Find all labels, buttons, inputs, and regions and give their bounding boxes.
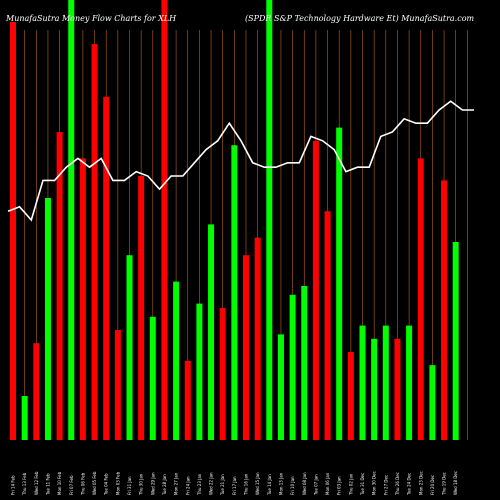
bar (33, 343, 40, 440)
bar (138, 176, 145, 440)
x-tick-label: Wed 18 Dec (453, 471, 458, 495)
bar (347, 352, 354, 440)
x-tick-label: Tue 28 Jan (162, 474, 167, 496)
bar (21, 396, 28, 440)
x-tick-label: Mon 10 Feb (57, 471, 62, 495)
bar (149, 316, 156, 440)
x-tick-labels: Fri 14 Feb Thu 13 Feb Wed 12 Feb Tue 11 Feb… (11, 471, 459, 496)
x-tick-label: Tue 24 Dec (407, 473, 412, 496)
x-tick-label: Fri 14 Feb (11, 475, 16, 495)
bar (231, 145, 238, 440)
x-tick-label: Fri 07 Feb (69, 475, 74, 495)
x-tick-label: Tue 21 Jan (220, 474, 225, 496)
bar (196, 303, 203, 440)
x-tick-label: Fri 10 Jan (290, 476, 295, 495)
bar (312, 140, 319, 441)
x-tick-label: Thu 16 Jan (244, 473, 249, 496)
bar (452, 242, 459, 440)
bar (91, 44, 98, 440)
bar (243, 255, 249, 440)
bar (68, 0, 75, 440)
x-tick-label: Wed 22 Jan (209, 472, 214, 495)
bar-series (10, 0, 459, 441)
bar (266, 0, 273, 440)
bar (371, 338, 378, 440)
x-tick-label: Fri 31 Jan (127, 476, 132, 495)
bar (208, 224, 215, 440)
x-tick-label: Thu 30 Jan (139, 473, 144, 496)
bar (441, 180, 448, 440)
bar (184, 360, 191, 440)
x-tick-label: Mon 13 Jan (278, 472, 283, 495)
bar (103, 96, 110, 441)
bar (10, 22, 16, 440)
bar (277, 334, 284, 440)
bar (382, 325, 389, 440)
x-tick-label: Thu 06 Feb (80, 472, 85, 496)
x-tick-label: Wed 08 Jan (302, 472, 307, 495)
bar (429, 365, 436, 440)
bar (161, 0, 168, 440)
x-tick-label: Mon 03 Feb (115, 471, 120, 495)
bar (114, 330, 121, 440)
bar (56, 132, 63, 440)
x-tick-label: Thu 19 Dec (442, 472, 447, 496)
price-line-path (7, 100, 474, 222)
x-tick-label: Thu 02 Jan (348, 473, 353, 496)
x-tick-label: Fri 17 Jan (232, 476, 237, 495)
x-tick-label: Mon 23 Dec (418, 471, 423, 495)
bar (219, 308, 226, 440)
x-tick-label: Fri 27 Dec (383, 475, 388, 495)
bar (254, 237, 261, 440)
price-line (7, 100, 474, 222)
x-tick-label: Wed 29 Jan (150, 472, 155, 495)
chart-title-left: MunafaSutra Money Flow Charts for XLH (5, 14, 177, 23)
x-tick-label: Tue 31 Dec (360, 473, 365, 496)
bar (44, 198, 51, 440)
x-tick-label: Thu 23 Jan (197, 473, 202, 496)
bar (289, 294, 296, 440)
x-tick-label: Fri 20 Dec (430, 475, 435, 495)
x-tick-label: Mon 30 Dec (372, 471, 377, 495)
x-tick-label: Tue 14 Jan (267, 474, 272, 496)
bar (359, 325, 366, 440)
x-tick-label: Fri 24 Jan (185, 476, 190, 495)
bar (336, 127, 343, 440)
x-tick-label: Fri 03 Jan (337, 476, 342, 495)
x-tick-label: Tue 07 Jan (313, 474, 318, 496)
x-tick-label: Tue 11 Feb (45, 473, 50, 496)
x-tick-label: Tue 04 Feb (104, 473, 109, 496)
x-tick-label: Thu 13 Feb (22, 472, 27, 496)
bar (126, 255, 133, 440)
x-tick-label: Mon 27 Jan (174, 472, 179, 495)
bar (417, 158, 424, 440)
x-tick-label: Mon 06 Jan (325, 472, 330, 495)
bar (394, 338, 401, 440)
x-tick-label: Wed 05 Feb (92, 471, 97, 495)
bar (406, 325, 413, 440)
x-tick-label: Wed 12 Feb (34, 471, 39, 495)
bar (324, 211, 331, 440)
bar (173, 281, 180, 440)
x-tick-label: Wed 15 Jan (255, 472, 260, 495)
x-tick-label: Thu 26 Dec (395, 472, 400, 496)
chart-title-right: (SPDR S&P Technology Hardware Et) Munafa… (245, 14, 475, 23)
bar (79, 158, 86, 440)
bar (301, 286, 308, 440)
